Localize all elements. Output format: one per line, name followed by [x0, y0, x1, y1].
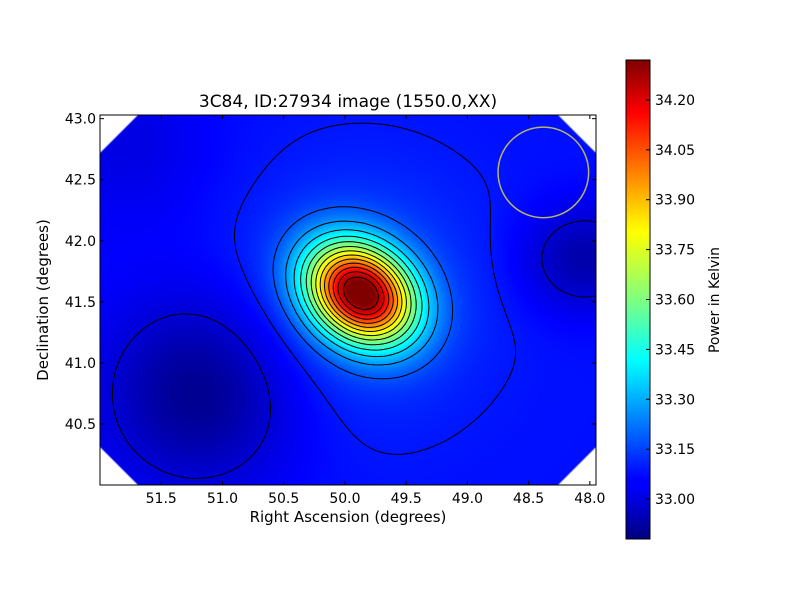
y-tick-label: 40.5 [65, 417, 96, 433]
contour-line [305, 241, 417, 346]
colorbar-tick-label: 33.30 [655, 392, 695, 408]
contour-line [285, 220, 439, 366]
contour-line [111, 220, 596, 479]
colorbar-ticks: 33.00 33.15 33.30 33.45 33.60 33.75 33.90 34.05… [646, 93, 695, 508]
y-axis-label: Declination (degrees) [34, 219, 52, 381]
x-axis-ticks: 51.5 51.0 50.5 50.0 49.5 49.0 48.5 48.0 [146, 115, 605, 507]
colorbar-tick-label: 34.05 [655, 143, 695, 159]
chart-title: 3C84, ID:27934 image (1550.0,XX) [199, 92, 497, 112]
contour-line [332, 266, 390, 320]
contour-lines [111, 122, 596, 479]
y-tick-label: 42.0 [65, 234, 96, 250]
heatmap-image [100, 115, 596, 485]
colorbar-tick-label: 33.15 [655, 442, 695, 458]
x-tick-label: 49.5 [391, 491, 422, 507]
x-tick-label: 49.0 [452, 491, 483, 507]
x-tick-label: 50.0 [329, 491, 360, 507]
x-tick-label: 51.0 [207, 491, 238, 507]
contour-line [328, 262, 394, 324]
colorbar-tick-label: 33.60 [655, 293, 695, 309]
x-axis-label: Right Ascension (degrees) [250, 508, 447, 526]
colorbar-tick-label: 33.90 [655, 193, 695, 209]
colorbar-tick-label: 33.75 [655, 243, 695, 259]
y-axis-ticks: 40.5 41.0 41.5 42.0 42.5 43.0 [65, 112, 596, 433]
contour-line [319, 254, 403, 332]
plot-frame [99, 114, 597, 486]
contour-line [310, 246, 412, 341]
colorbar-tick-label: 34.20 [655, 93, 695, 109]
contour-line [300, 235, 423, 351]
colorbar: 33.00 33.15 33.30 33.45 33.60 33.75 33.90 34.05… [625, 59, 723, 540]
beam-ellipse [497, 126, 590, 219]
contour-line [293, 229, 430, 358]
x-tick-label: 50.5 [268, 491, 299, 507]
colorbar-tick-label: 33.00 [655, 492, 695, 508]
colorbar-label: Power in Kelvin [707, 247, 723, 353]
contour-line [337, 271, 385, 316]
x-tick-label: 48.5 [513, 491, 544, 507]
contour-line [233, 122, 517, 455]
y-tick-label: 41.5 [65, 295, 96, 311]
y-tick-label: 43.0 [65, 112, 96, 128]
contour-line [324, 258, 399, 328]
x-tick-label: 48.0 [574, 491, 605, 507]
contour-line [315, 250, 407, 337]
y-tick-label: 42.5 [65, 173, 96, 189]
contour-line [343, 276, 379, 310]
plot-area [100, 115, 596, 485]
colorbar-tick-label: 33.45 [655, 342, 695, 358]
contour-line [272, 206, 454, 380]
y-tick-label: 41.0 [65, 356, 96, 372]
x-tick-label: 51.5 [146, 491, 177, 507]
